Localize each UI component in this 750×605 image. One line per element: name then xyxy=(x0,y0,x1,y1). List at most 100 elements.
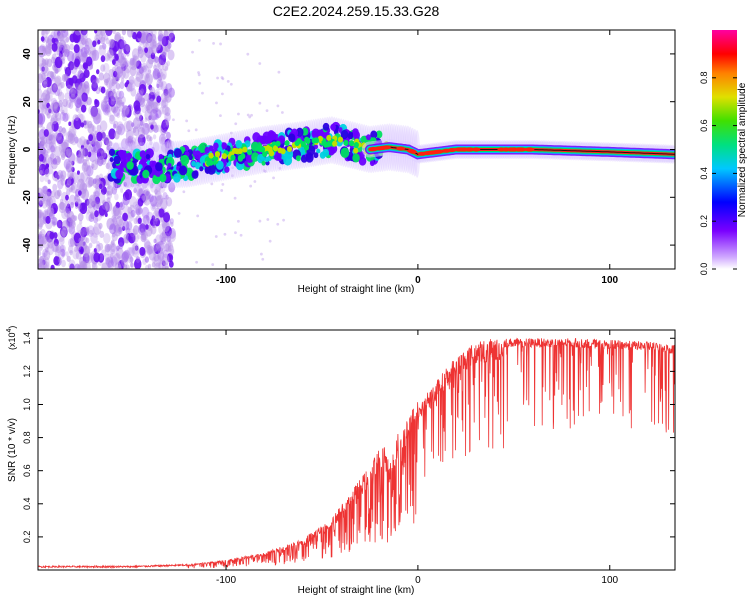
noise-blob xyxy=(113,252,121,265)
noise-blob xyxy=(100,99,107,109)
signal-blob xyxy=(369,160,375,167)
signal-blob xyxy=(126,152,133,160)
signal-peak xyxy=(343,139,349,146)
noise-dot xyxy=(237,112,240,116)
noise-blob xyxy=(138,115,144,122)
noise-blob xyxy=(162,121,167,129)
noise-dot xyxy=(211,263,215,266)
noise-blob xyxy=(92,191,97,197)
noise-blob xyxy=(52,157,58,165)
noise-blob xyxy=(154,56,162,68)
noise-blob xyxy=(141,206,150,219)
noise-blob xyxy=(93,252,101,263)
noise-blob xyxy=(85,50,90,56)
noise-blob xyxy=(45,247,49,253)
noise-dot xyxy=(265,109,269,113)
noise-blob xyxy=(45,93,50,101)
noise-blob xyxy=(95,184,99,190)
noise-blob xyxy=(46,102,51,109)
noise-blob xyxy=(102,199,106,205)
noise-blob xyxy=(104,212,108,218)
noise-blob xyxy=(74,201,79,207)
noise-blob xyxy=(54,87,61,97)
noise-blob xyxy=(74,194,81,204)
noise-blob xyxy=(68,121,72,126)
noise-dot xyxy=(246,52,250,56)
noise-blob xyxy=(103,97,108,104)
noise-blob xyxy=(110,90,118,102)
signal-peak xyxy=(353,147,359,154)
noise-blob xyxy=(136,31,142,39)
noise-blob xyxy=(89,229,93,235)
noise-blob xyxy=(105,37,110,45)
noise-blob xyxy=(42,77,48,85)
signal-blob xyxy=(188,154,193,161)
noise-blob xyxy=(90,106,98,118)
noise-blob xyxy=(80,122,85,128)
signal-peak xyxy=(272,145,279,152)
noise-blob xyxy=(167,241,172,248)
noise-blob xyxy=(62,43,68,50)
noise-blob xyxy=(116,96,123,106)
noise-dot xyxy=(219,114,222,118)
signal-blob xyxy=(142,169,150,179)
noise-blob xyxy=(42,256,50,269)
noise-blob xyxy=(109,253,114,259)
noise-blob xyxy=(46,243,50,249)
noise-blob xyxy=(69,219,76,229)
signal-blob xyxy=(155,162,163,172)
noise-blob xyxy=(128,247,135,257)
noise-blob xyxy=(59,201,65,211)
y-tick-label: 1.4 xyxy=(22,332,32,345)
noise-blob xyxy=(130,262,134,268)
signal-blob xyxy=(312,130,318,137)
noise-blob xyxy=(151,39,158,47)
spectrogram-panel: -100 0 100 -40 -20 0 20 40 Height of straight l… xyxy=(7,29,676,295)
snr-multiplier: (x104) xyxy=(6,326,17,350)
noise-blob xyxy=(99,44,103,50)
noise-blob xyxy=(76,150,82,158)
noise-blob xyxy=(152,210,160,222)
noise-blob xyxy=(145,264,150,269)
noise-blob xyxy=(168,230,177,243)
noise-blob xyxy=(139,72,144,79)
noise-blob xyxy=(43,215,47,222)
noise-blob xyxy=(117,237,125,247)
noise-blob xyxy=(40,36,45,42)
noise-blob xyxy=(91,81,98,92)
noise-dot xyxy=(230,174,234,178)
noise-blob xyxy=(82,81,90,94)
noise-dot xyxy=(258,219,262,223)
noise-blob xyxy=(108,68,115,78)
noise-blob xyxy=(38,103,45,113)
noise-blob xyxy=(120,77,125,83)
y-tick-label: 0.4 xyxy=(22,498,32,511)
y-tick-label: -40 xyxy=(22,237,33,252)
noise-blob xyxy=(160,92,168,103)
noise-blob xyxy=(69,249,73,256)
noise-blob xyxy=(133,187,137,194)
noise-blob xyxy=(125,65,131,74)
noise-blob xyxy=(83,44,90,54)
noise-dot xyxy=(197,73,201,77)
noise-blob xyxy=(130,87,137,97)
noise-blob xyxy=(79,136,86,146)
signal-blob xyxy=(264,156,270,163)
noise-blob xyxy=(165,131,171,140)
noise-dot xyxy=(172,118,175,122)
noise-blob xyxy=(52,221,56,227)
signal-blob xyxy=(295,127,304,137)
noise-blob xyxy=(49,133,54,140)
noise-blob xyxy=(65,36,70,43)
noise-blob xyxy=(72,249,80,260)
noise-blob xyxy=(71,220,75,226)
noise-blob xyxy=(74,30,82,36)
noise-blob xyxy=(44,191,52,203)
noise-blob xyxy=(48,135,53,141)
noise-blob xyxy=(48,108,52,114)
noise-blob xyxy=(55,129,63,141)
signal-blob xyxy=(319,151,326,159)
noise-blob xyxy=(123,233,130,244)
noise-blob xyxy=(161,51,167,59)
noise-blob xyxy=(114,66,123,79)
